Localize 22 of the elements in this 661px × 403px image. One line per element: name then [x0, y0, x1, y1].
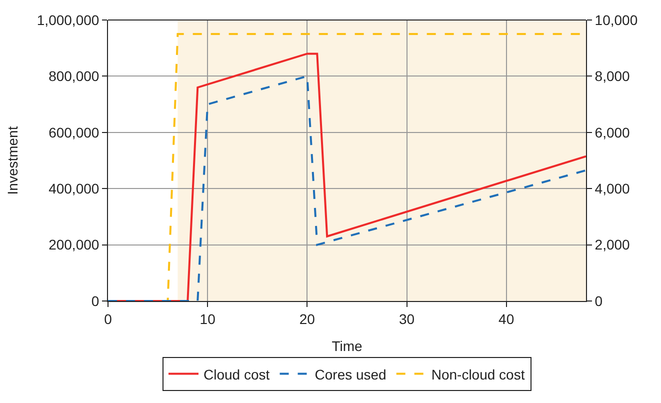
y2-tick-label: 10,000 [594, 12, 638, 28]
y2-tick-label: 6,000 [594, 124, 630, 140]
legend-label: Cloud cost [204, 366, 270, 382]
x-tick-label: 0 [104, 310, 112, 327]
y-axis-title: Investment [4, 126, 21, 195]
y2-tick-label: 2,000 [594, 236, 630, 253]
y2-tick-label: 4,000 [594, 180, 630, 196]
y-tick-label: 800,000 [48, 68, 100, 84]
x-axis-title: Time [332, 338, 363, 354]
x-tick-label: 30 [398, 310, 415, 327]
y2-tick-label: 0 [594, 292, 603, 309]
y-tick-label: 400,000 [48, 180, 100, 196]
y-tick-label: 1,000,000 [36, 12, 100, 28]
x-tick-label: 10 [200, 310, 216, 327]
y-tick-label: 600,000 [48, 124, 100, 140]
y-tick-label: 0 [91, 292, 100, 309]
y-tick-label: 200,000 [48, 236, 100, 253]
legend-label: Non-cloud cost [431, 366, 525, 382]
x-tick-label: 20 [299, 310, 316, 327]
x-tick-label: 40 [498, 310, 514, 327]
y2-tick-label: 8,000 [594, 68, 630, 84]
legend-label: Cores used [314, 366, 386, 382]
